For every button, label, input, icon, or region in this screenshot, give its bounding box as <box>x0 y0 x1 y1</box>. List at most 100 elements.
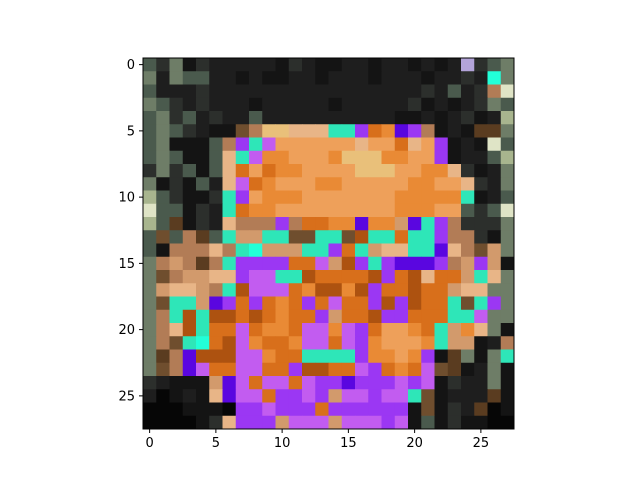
heatmap-cell <box>315 217 329 231</box>
heatmap-cell <box>488 283 502 297</box>
heatmap-cell <box>461 389 475 403</box>
heatmap-cell <box>289 403 303 417</box>
heatmap-cell <box>488 363 502 377</box>
heatmap-cell <box>302 230 316 244</box>
heatmap-cell <box>262 403 276 417</box>
heatmap-cell <box>448 389 462 403</box>
heatmap-cell <box>355 416 369 430</box>
heatmap-cell <box>302 363 316 377</box>
heatmap-cell <box>395 297 409 311</box>
heatmap-cell <box>236 151 250 165</box>
heatmap-cell <box>329 403 343 417</box>
heatmap-cell <box>395 244 409 258</box>
heatmap-cell <box>368 244 382 258</box>
heatmap-cell <box>474 270 488 284</box>
heatmap-cell <box>448 138 462 152</box>
heatmap-cell <box>382 71 396 85</box>
heatmap-cell <box>315 310 329 324</box>
heatmap-cell <box>302 204 316 218</box>
heatmap-cell <box>156 310 170 324</box>
heatmap-cell <box>395 204 409 218</box>
heatmap-cell <box>329 363 343 377</box>
heatmap-cell <box>170 230 184 244</box>
heatmap-cell <box>461 376 475 390</box>
heatmap-cell <box>236 111 250 125</box>
heatmap-cell <box>156 85 170 99</box>
heatmap-cell <box>461 58 475 72</box>
heatmap-cell <box>461 191 475 205</box>
heatmap-cell <box>408 376 422 390</box>
heatmap-cell <box>302 283 316 297</box>
heatmap-cell <box>355 138 369 152</box>
heatmap-cell <box>276 323 290 337</box>
heatmap-cell <box>143 416 157 430</box>
heatmap-cell <box>315 350 329 364</box>
heatmap-cell <box>382 297 396 311</box>
heatmap-cell <box>461 363 475 377</box>
heatmap-cell <box>156 363 170 377</box>
heatmap-cell <box>276 204 290 218</box>
heatmap-cell <box>395 230 409 244</box>
heatmap-cell <box>183 191 197 205</box>
heatmap-cell <box>395 111 409 125</box>
heatmap-cell <box>421 58 435 72</box>
heatmap-cell <box>249 204 263 218</box>
heatmap-cell <box>170 204 184 218</box>
heatmap-cell <box>223 71 237 85</box>
heatmap-cell <box>183 164 197 178</box>
heatmap-cell <box>289 270 303 284</box>
heatmap-cell <box>382 151 396 165</box>
heatmap-cell <box>183 230 197 244</box>
heatmap-cell <box>448 270 462 284</box>
heatmap-cell <box>421 217 435 231</box>
heatmap-cell <box>262 191 276 205</box>
heatmap-cell <box>329 283 343 297</box>
heatmap-cell <box>143 58 157 72</box>
heatmap-cell <box>183 124 197 138</box>
heatmap-cell <box>262 257 276 271</box>
heatmap-cell <box>461 71 475 85</box>
heatmap-cell <box>474 244 488 258</box>
heatmap-cell <box>501 257 515 271</box>
heatmap-cell <box>501 403 515 417</box>
heatmap-cell <box>223 297 237 311</box>
heatmap-cell <box>302 164 316 178</box>
heatmap-cell <box>236 204 250 218</box>
heatmap-cell <box>421 230 435 244</box>
heatmap-cell <box>262 389 276 403</box>
heatmap-cell <box>488 191 502 205</box>
heatmap-cell <box>183 151 197 165</box>
heatmap-cell <box>474 138 488 152</box>
heatmap-cell <box>302 58 316 72</box>
heatmap-cell <box>223 138 237 152</box>
heatmap-cell <box>448 283 462 297</box>
heatmap-cell <box>342 376 356 390</box>
heatmap-cell <box>223 350 237 364</box>
heatmap-cell <box>342 297 356 311</box>
heatmap-cell <box>408 98 422 112</box>
heatmap-cell <box>183 177 197 191</box>
heatmap-cell <box>183 98 197 112</box>
heatmap-cell <box>342 191 356 205</box>
heatmap-cell <box>355 85 369 99</box>
heatmap-cell <box>249 177 263 191</box>
heatmap-cell <box>262 310 276 324</box>
heatmap-cell <box>170 389 184 403</box>
heatmap-cell <box>315 191 329 205</box>
heatmap-cell <box>329 111 343 125</box>
heatmap-cell <box>488 111 502 125</box>
heatmap-cell <box>289 350 303 364</box>
heatmap-cell <box>223 204 237 218</box>
heatmap-cell <box>395 138 409 152</box>
heatmap-cell <box>395 58 409 72</box>
heatmap-cell <box>461 230 475 244</box>
heatmap-cell <box>488 297 502 311</box>
heatmap-cell <box>170 350 184 364</box>
heatmap-cell <box>209 124 223 138</box>
heatmap-cell <box>501 98 515 112</box>
heatmap-cell <box>276 310 290 324</box>
heatmap-cell <box>170 310 184 324</box>
heatmap-cell <box>474 283 488 297</box>
heatmap-cell <box>209 323 223 337</box>
heatmap-cell <box>501 124 515 138</box>
